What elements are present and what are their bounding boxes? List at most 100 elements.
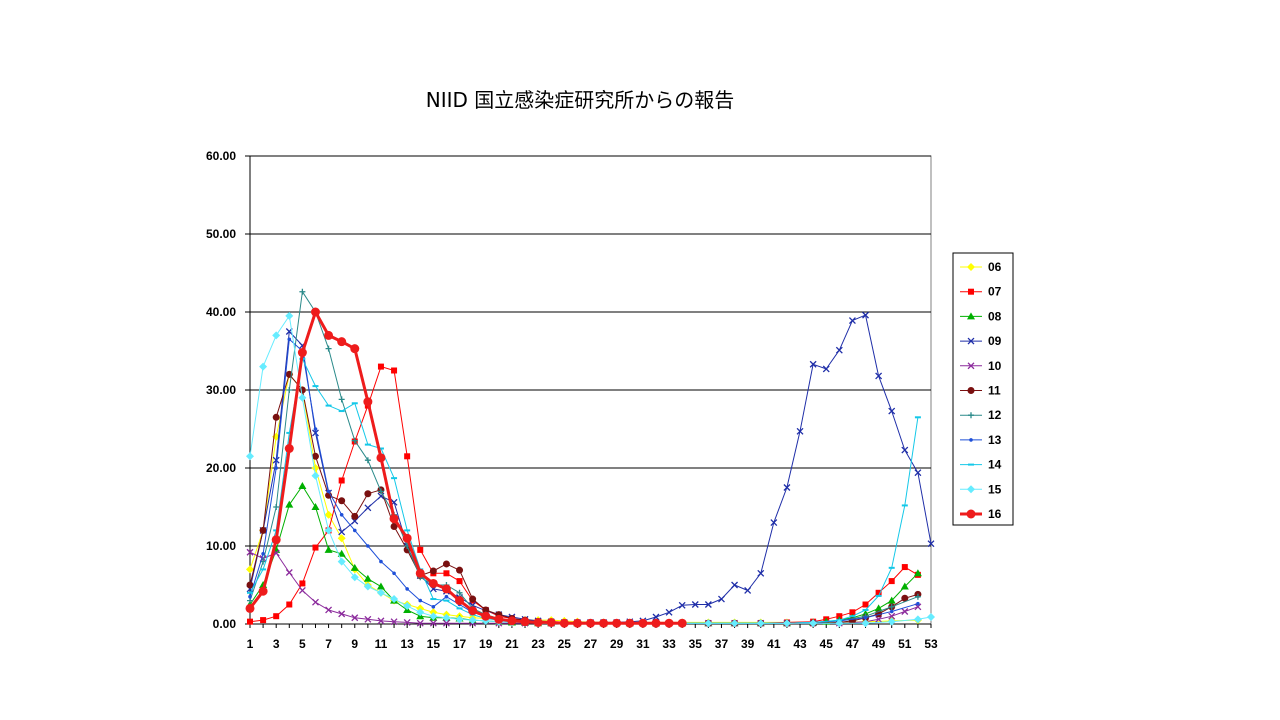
data-point: [888, 578, 895, 585]
data-point: [914, 603, 922, 611]
data-point: [783, 484, 791, 491]
data-point: [405, 587, 409, 591]
y-tick-label: 50.00: [206, 227, 236, 241]
data-point: [377, 488, 384, 495]
legend-label: 09: [988, 334, 1002, 348]
legend-item-14: 14: [960, 458, 1002, 472]
data-point: [390, 523, 398, 530]
data-point: [967, 362, 975, 370]
data-point: [718, 595, 725, 603]
series-07: [247, 363, 921, 627]
data-point: [338, 477, 345, 484]
data-point: [913, 615, 922, 624]
legend-item-13: 13: [960, 433, 1002, 447]
legend-item-12: 12: [960, 408, 1002, 422]
data-point: [927, 612, 935, 621]
x-tick-label: 37: [715, 637, 729, 651]
data-point: [770, 519, 778, 527]
legend-label: 13: [988, 433, 1002, 447]
data-point: [312, 544, 319, 551]
data-point: [494, 614, 504, 624]
data-point: [428, 578, 438, 588]
data-point: [796, 427, 804, 435]
series-line: [249, 338, 919, 624]
data-point: [901, 446, 909, 454]
data-point: [455, 596, 465, 606]
x-tick-label: 27: [584, 637, 598, 651]
data-point: [339, 513, 344, 517]
data-point: [638, 618, 648, 628]
data-point: [481, 611, 491, 621]
y-tick-label: 30.00: [206, 383, 236, 397]
data-point: [456, 578, 463, 585]
chart-title: NIID 国立感染症研究所からの報告: [425, 88, 735, 112]
x-tick-label: 39: [741, 637, 755, 651]
data-point: [299, 580, 306, 587]
x-tick-label: 11: [375, 637, 388, 651]
data-point: [849, 609, 856, 616]
data-point: [324, 330, 334, 340]
data-point: [273, 504, 280, 510]
data-point: [377, 617, 385, 625]
data-point: [664, 618, 674, 628]
data-point: [338, 396, 345, 403]
data-point: [272, 413, 280, 421]
data-point: [389, 514, 399, 524]
series-line: [249, 373, 919, 624]
data-point: [325, 606, 333, 614]
data-point: [261, 552, 265, 556]
series-line: [249, 373, 918, 623]
data-point: [404, 453, 411, 460]
series-12: [247, 288, 921, 627]
data-point: [390, 618, 398, 626]
series-line: [249, 366, 919, 624]
data-point: [271, 535, 281, 545]
data-point: [730, 619, 739, 628]
x-tick-label: 5: [299, 637, 306, 651]
data-point: [677, 618, 687, 628]
data-point: [967, 387, 975, 394]
legend-label: 12: [988, 408, 1002, 422]
x-tick-label: 15: [427, 637, 441, 651]
data-point: [862, 601, 869, 608]
data-point: [273, 613, 280, 620]
data-point: [546, 617, 556, 627]
data-point: [888, 612, 896, 620]
data-point: [415, 568, 425, 578]
data-point: [442, 613, 451, 622]
data-point: [482, 606, 490, 614]
legend-item-06: 06: [960, 260, 1002, 274]
data-point: [312, 598, 319, 606]
series-08: [246, 481, 922, 627]
data-point: [338, 528, 346, 536]
data-point: [874, 604, 883, 612]
data-point: [246, 452, 254, 461]
data-point: [559, 618, 569, 628]
data-point: [967, 485, 975, 494]
data-point: [377, 363, 384, 370]
data-point: [416, 619, 424, 627]
data-point: [848, 317, 856, 325]
data-point: [392, 571, 396, 576]
series-14: [247, 357, 921, 625]
data-point: [875, 589, 882, 596]
data-point: [429, 612, 438, 621]
data-point: [363, 397, 373, 407]
series-16: [245, 307, 687, 628]
data-point: [402, 533, 412, 543]
data-point: [313, 427, 318, 431]
data-point: [311, 503, 320, 510]
data-point: [376, 582, 385, 590]
data-point: [888, 603, 895, 610]
data-point: [612, 618, 622, 628]
series-line: [249, 485, 919, 624]
data-point: [835, 619, 844, 628]
legend-box: [952, 252, 1014, 526]
data-point: [364, 504, 372, 512]
data-point: [652, 613, 660, 621]
legend-label: 07: [988, 285, 1002, 299]
data-point: [324, 510, 333, 519]
data-point: [350, 344, 360, 354]
x-tick-label: 51: [898, 637, 912, 651]
